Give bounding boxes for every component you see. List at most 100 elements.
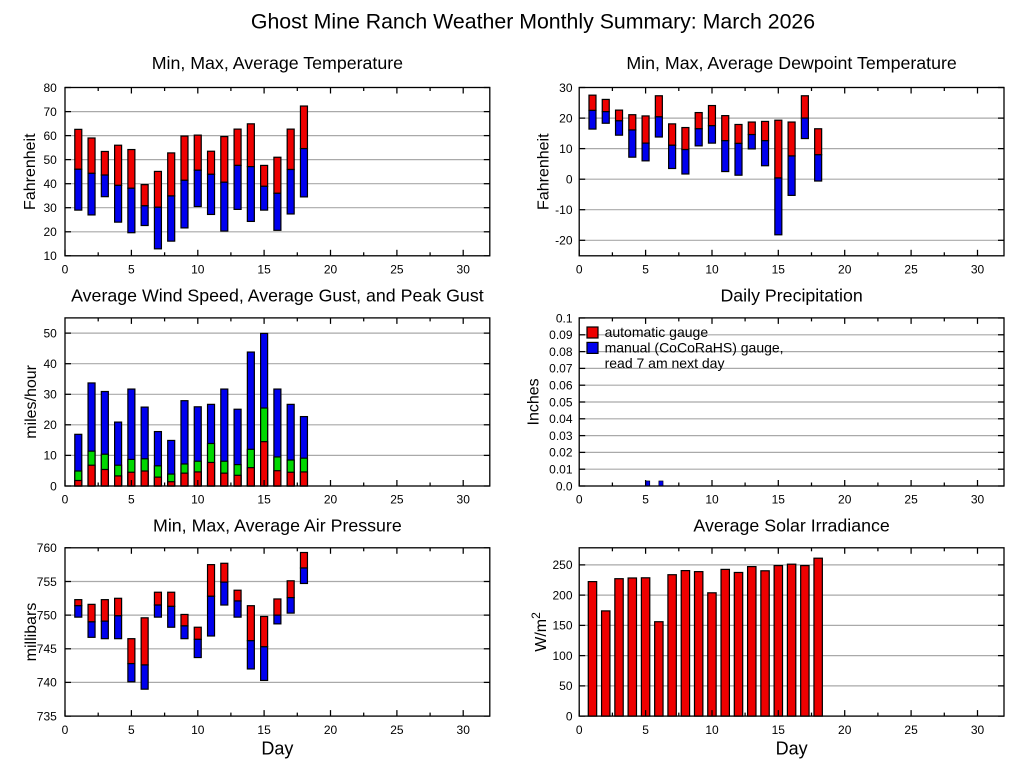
svg-text:70: 70	[43, 105, 57, 119]
svg-text:30: 30	[971, 493, 985, 507]
svg-text:60: 60	[43, 129, 57, 143]
svg-text:0.05: 0.05	[549, 395, 573, 409]
svg-text:5: 5	[128, 493, 135, 507]
svg-text:80: 80	[43, 81, 57, 95]
svg-text:0.1: 0.1	[556, 311, 573, 325]
svg-text:10: 10	[191, 723, 205, 737]
svg-text:30: 30	[43, 388, 57, 402]
svg-text:30: 30	[457, 263, 471, 277]
svg-text:10: 10	[705, 493, 719, 507]
svg-text:15: 15	[772, 493, 786, 507]
svg-text:30: 30	[971, 263, 985, 277]
svg-text:30: 30	[457, 493, 471, 507]
svg-text:15: 15	[257, 723, 271, 737]
svg-text:0.07: 0.07	[549, 362, 573, 376]
svg-text:15: 15	[772, 723, 786, 737]
svg-text:0.01: 0.01	[549, 463, 573, 477]
svg-text:25: 25	[904, 263, 918, 277]
svg-text:735: 735	[37, 709, 57, 723]
svg-text:Day: Day	[776, 739, 808, 759]
svg-text:20: 20	[559, 111, 573, 125]
svg-text:755: 755	[37, 575, 57, 589]
svg-text:745: 745	[37, 642, 57, 656]
svg-text:Fahrenheit: Fahrenheit	[536, 133, 553, 210]
svg-text:25: 25	[904, 493, 918, 507]
svg-text:20: 20	[324, 723, 338, 737]
svg-text:20: 20	[324, 493, 338, 507]
svg-text:millibars: millibars	[23, 603, 40, 662]
svg-text:10: 10	[191, 263, 205, 277]
svg-text:Average Solar Irradiance: Average Solar Irradiance	[693, 516, 889, 536]
svg-text:automatic gauge: automatic gauge	[605, 324, 709, 340]
svg-text:Average Wind Speed, Average Gu: Average Wind Speed, Average Gust, and Pe…	[71, 285, 484, 305]
svg-text:Min, Max, Average Temperature: Min, Max, Average Temperature	[152, 53, 403, 73]
svg-text:30: 30	[559, 81, 573, 95]
svg-text:Min, Max, Average Air Pressure: Min, Max, Average Air Pressure	[153, 516, 402, 536]
svg-text:0.06: 0.06	[549, 379, 573, 393]
svg-text:5: 5	[642, 263, 649, 277]
svg-text:0: 0	[576, 493, 583, 507]
svg-text:Inches: Inches	[526, 378, 543, 425]
svg-text:15: 15	[257, 493, 271, 507]
svg-text:10: 10	[43, 449, 57, 463]
svg-text:miles/hour: miles/hour	[23, 364, 40, 438]
svg-text:15: 15	[772, 263, 786, 277]
svg-text:50: 50	[43, 326, 57, 340]
svg-text:25: 25	[390, 263, 404, 277]
svg-text:760: 760	[37, 541, 57, 555]
svg-text:Day: Day	[261, 739, 293, 759]
svg-text:0: 0	[576, 723, 583, 737]
svg-text:0: 0	[566, 173, 573, 187]
svg-text:20: 20	[43, 418, 57, 432]
svg-text:0.09: 0.09	[549, 328, 573, 342]
svg-text:5: 5	[128, 263, 135, 277]
svg-text:25: 25	[904, 723, 918, 737]
svg-text:740: 740	[37, 676, 57, 690]
svg-text:20: 20	[838, 263, 852, 277]
svg-text:0.08: 0.08	[549, 345, 573, 359]
svg-text:-20: -20	[555, 234, 573, 248]
svg-text:25: 25	[390, 723, 404, 737]
svg-text:20: 20	[838, 723, 852, 737]
svg-text:5: 5	[128, 723, 135, 737]
svg-text:0: 0	[576, 263, 583, 277]
svg-text:0: 0	[62, 493, 69, 507]
svg-text:5: 5	[642, 493, 649, 507]
svg-text:50: 50	[43, 153, 57, 167]
svg-text:manual (CoCoRaHS) gauge,: manual (CoCoRaHS) gauge,	[605, 339, 784, 355]
svg-text:750: 750	[37, 608, 57, 622]
svg-text:30: 30	[457, 723, 471, 737]
svg-text:25: 25	[390, 493, 404, 507]
svg-text:10: 10	[705, 723, 719, 737]
svg-text:0: 0	[62, 723, 69, 737]
svg-text:100: 100	[552, 649, 572, 663]
svg-text:5: 5	[642, 723, 649, 737]
svg-text:0.02: 0.02	[549, 446, 573, 460]
svg-text:150: 150	[552, 619, 572, 633]
svg-text:40: 40	[43, 177, 57, 191]
svg-text:15: 15	[257, 263, 271, 277]
svg-text:0.0: 0.0	[556, 479, 573, 493]
svg-text:Ghost Mine Ranch Weather Month: Ghost Mine Ranch Weather Monthly Summary…	[251, 10, 815, 34]
svg-text:20: 20	[324, 263, 338, 277]
svg-text:250: 250	[552, 558, 572, 572]
svg-text:10: 10	[43, 249, 57, 263]
svg-text:20: 20	[838, 493, 852, 507]
svg-text:30: 30	[43, 201, 57, 215]
svg-text:read 7 am next day: read 7 am next day	[605, 355, 725, 371]
svg-text:30: 30	[971, 723, 985, 737]
svg-text:20: 20	[43, 225, 57, 239]
svg-text:50: 50	[559, 679, 573, 693]
svg-text:0.04: 0.04	[549, 412, 573, 426]
svg-text:0: 0	[50, 479, 57, 493]
svg-text:200: 200	[552, 588, 572, 602]
svg-text:0: 0	[62, 263, 69, 277]
svg-text:40: 40	[43, 357, 57, 371]
svg-text:Min, Max, Average Dewpoint Tem: Min, Max, Average Dewpoint Temperature	[626, 53, 957, 73]
svg-text:10: 10	[559, 142, 573, 156]
svg-text:0: 0	[566, 709, 573, 723]
svg-text:W/m2: W/m2	[529, 612, 550, 652]
svg-text:0.03: 0.03	[549, 429, 573, 443]
svg-text:-10: -10	[555, 203, 573, 217]
svg-text:Fahrenheit: Fahrenheit	[22, 133, 39, 210]
